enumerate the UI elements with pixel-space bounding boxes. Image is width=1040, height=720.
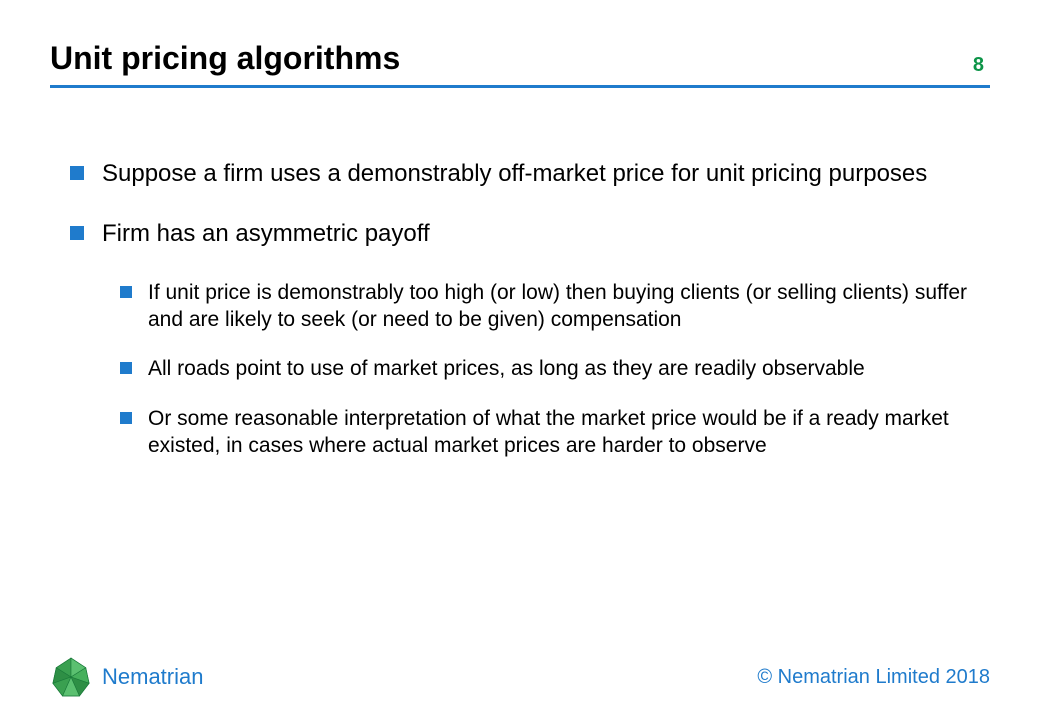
copyright-text: © Nematrian Limited 2018 — [757, 666, 990, 689]
slide-footer: Nematrian © Nematrian Limited 2018 — [50, 656, 990, 698]
slide-header: Unit pricing algorithms 8 — [50, 40, 990, 88]
slide-content: Suppose a firm uses a demonstrably off-m… — [50, 88, 990, 459]
bullet-text: Firm has an asymmetric payoff — [102, 218, 430, 250]
sub-bullet-text: If unit price is demonstrably too high (… — [148, 279, 970, 334]
sub-bullet-item: All roads point to use of market prices,… — [120, 355, 970, 382]
sub-bullet-item: If unit price is demonstrably too high (… — [120, 279, 970, 334]
bullet-text: Suppose a firm uses a demonstrably off-m… — [102, 158, 927, 190]
brand: Nematrian — [50, 656, 203, 698]
bullet-item: Firm has an asymmetric payoff — [70, 218, 970, 250]
page-number: 8 — [973, 54, 990, 77]
logo-icon — [50, 656, 92, 698]
sub-bullet-text: All roads point to use of market prices,… — [148, 355, 865, 382]
bullet-item: Suppose a firm uses a demonstrably off-m… — [70, 158, 970, 190]
slide-title: Unit pricing algorithms — [50, 40, 400, 77]
sub-bullet-group: If unit price is demonstrably too high (… — [70, 279, 970, 459]
bullet-square-icon — [120, 362, 132, 374]
bullet-square-icon — [70, 226, 84, 240]
slide: Unit pricing algorithms 8 Suppose a firm… — [0, 0, 1040, 720]
bullet-square-icon — [70, 166, 84, 180]
sub-bullet-text: Or some reasonable interpretation of wha… — [148, 405, 970, 460]
sub-bullet-item: Or some reasonable interpretation of wha… — [120, 405, 970, 460]
bullet-square-icon — [120, 286, 132, 298]
brand-name: Nematrian — [102, 664, 203, 690]
bullet-square-icon — [120, 412, 132, 424]
